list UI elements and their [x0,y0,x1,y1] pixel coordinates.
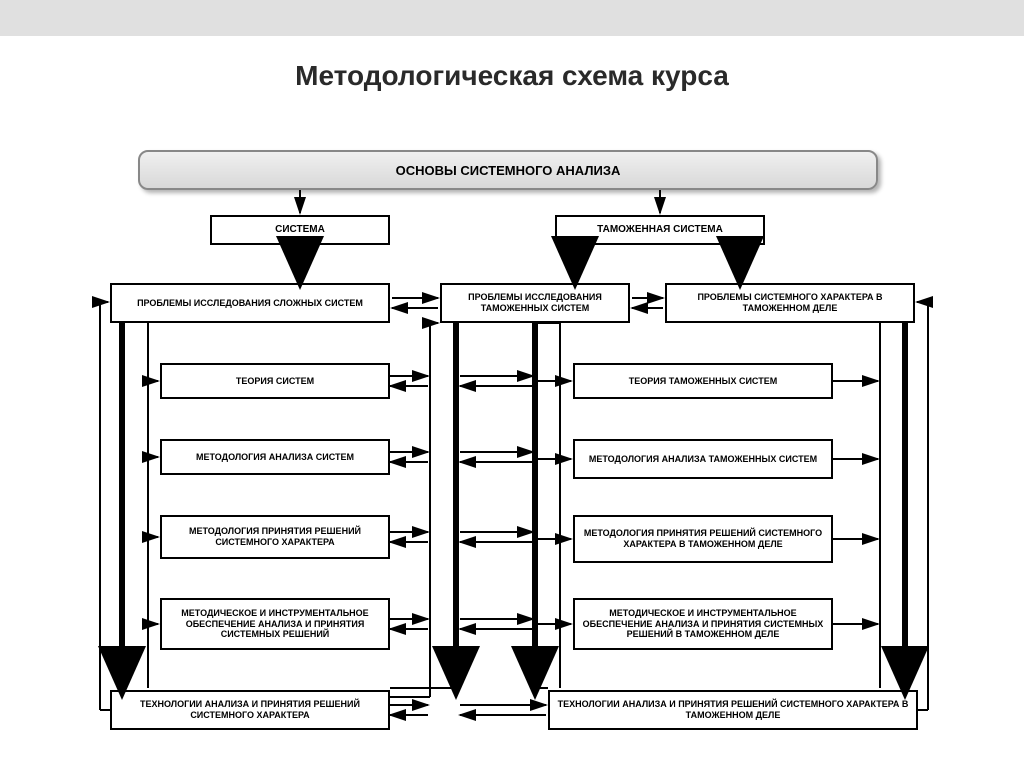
arrows-layer [0,0,1024,768]
